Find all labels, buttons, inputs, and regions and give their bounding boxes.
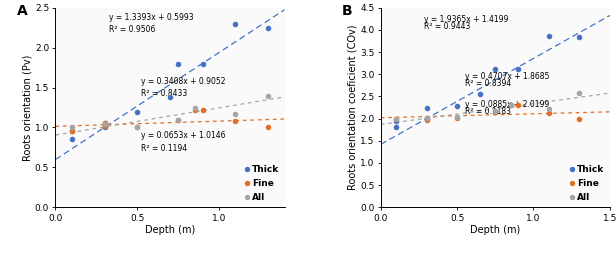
Point	[230, 112, 240, 116]
Text: y = 0.0653x + 1.0146: y = 0.0653x + 1.0146	[140, 131, 225, 140]
Text: R² = 0.9506: R² = 0.9506	[110, 25, 156, 35]
Point	[391, 119, 401, 123]
Point	[421, 116, 431, 120]
Y-axis label: Roots orientation (Pv): Roots orientation (Pv)	[22, 54, 32, 161]
Text: R² = 0.9443: R² = 0.9443	[424, 23, 470, 31]
Point	[100, 121, 110, 125]
Point	[421, 116, 431, 121]
Point	[132, 125, 142, 130]
Point	[198, 61, 208, 66]
Point	[490, 67, 500, 71]
Point	[544, 34, 554, 38]
Point	[190, 105, 200, 110]
Point	[67, 130, 77, 134]
Text: y = 0.3408x + 0.9052: y = 0.3408x + 0.9052	[140, 77, 225, 86]
Point	[544, 111, 554, 115]
Point	[100, 124, 110, 128]
Point	[513, 103, 523, 107]
Point	[452, 116, 462, 120]
Point	[506, 103, 516, 107]
Legend: Thick, Fine, All: Thick, Fine, All	[244, 164, 280, 203]
Point	[173, 61, 183, 66]
Point	[544, 107, 554, 111]
Point	[67, 130, 77, 134]
Point	[165, 95, 175, 99]
Point	[263, 26, 273, 30]
Point	[490, 110, 500, 114]
Text: R² = 0.8394: R² = 0.8394	[464, 79, 511, 88]
Point	[263, 125, 273, 130]
Text: A: A	[17, 4, 27, 18]
Point	[198, 108, 208, 112]
Text: R² = 0.8433: R² = 0.8433	[140, 89, 187, 98]
Point	[132, 125, 142, 130]
Text: y = 1.9365x + 1.4199: y = 1.9365x + 1.4199	[424, 15, 508, 24]
Point	[100, 121, 110, 125]
Point	[574, 91, 584, 95]
Point	[100, 122, 110, 126]
Point	[421, 118, 431, 122]
Point	[263, 93, 273, 98]
Point	[67, 125, 77, 130]
Point	[475, 92, 485, 96]
Point	[190, 108, 200, 112]
Point	[132, 110, 142, 114]
X-axis label: Depth (m): Depth (m)	[470, 225, 521, 235]
Point	[391, 116, 401, 121]
Point	[421, 105, 431, 110]
Point	[421, 116, 431, 120]
Text: y = 0.4707x + 1.8685: y = 0.4707x + 1.8685	[464, 72, 549, 81]
Point	[513, 67, 523, 71]
Y-axis label: Roots orientation coeficient (COv): Roots orientation coeficient (COv)	[347, 25, 357, 190]
Point	[391, 116, 401, 121]
Legend: Thick, Fine, All: Thick, Fine, All	[569, 164, 606, 203]
Point	[391, 125, 401, 129]
Text: y = 0.0885x + 2.0199: y = 0.0885x + 2.0199	[464, 100, 549, 109]
X-axis label: Depth (m): Depth (m)	[145, 225, 195, 235]
Text: R² = 0.1183: R² = 0.1183	[464, 107, 511, 116]
Point	[173, 118, 183, 122]
Text: R² = 0.1194: R² = 0.1194	[140, 144, 187, 153]
Point	[100, 125, 110, 130]
Point	[574, 35, 584, 39]
Point	[452, 104, 462, 108]
Point	[490, 109, 500, 113]
Text: y = 1.3393x + 0.5993: y = 1.3393x + 0.5993	[110, 13, 194, 22]
Point	[230, 119, 240, 123]
Point	[506, 103, 516, 107]
Point	[574, 116, 584, 121]
Point	[67, 137, 77, 142]
Point	[452, 115, 462, 119]
Text: B: B	[342, 4, 352, 18]
Point	[230, 22, 240, 26]
Point	[173, 118, 183, 122]
